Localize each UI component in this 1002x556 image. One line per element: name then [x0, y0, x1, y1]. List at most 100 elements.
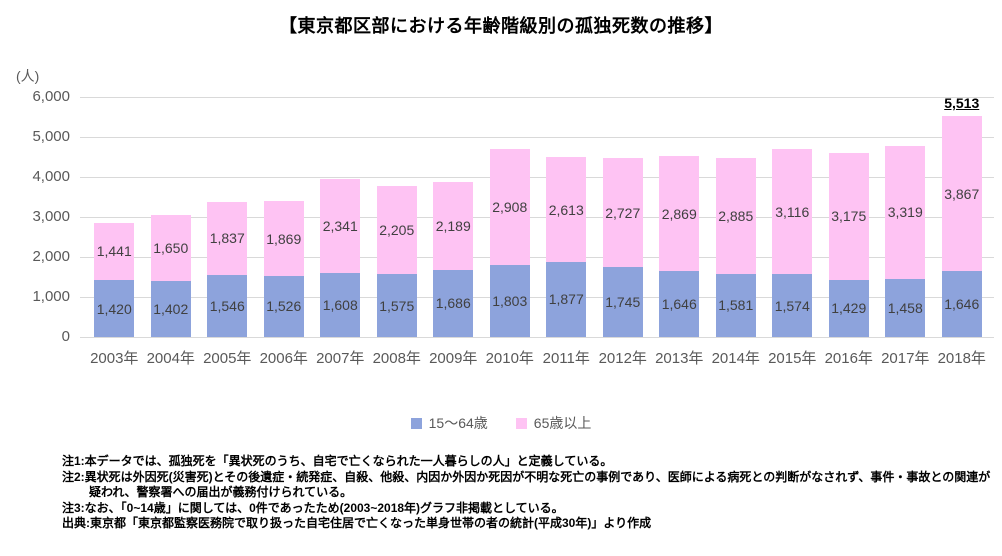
bar-value-label-age65plus: 3,175 [831, 208, 867, 225]
bar-value-label-age15-64: 1,877 [548, 291, 584, 308]
bar-value-label-age15-64: 1,574 [774, 297, 810, 314]
bar-segment-age15-64 [772, 274, 813, 337]
bar-value-label-age65plus: 3,116 [775, 203, 810, 220]
y-tick-label: 0 [61, 328, 70, 345]
y-tick-label: 3,000 [32, 208, 70, 225]
bar-segment-age15-64 [715, 273, 756, 337]
bar-value-label-age15-64: 1,526 [266, 298, 302, 315]
bar-segment-age65plus [376, 185, 417, 274]
bar-value-label-age15-64: 1,458 [887, 299, 923, 316]
x-axis-label: 2016年 [824, 350, 873, 367]
bar-value-label-age15-64: 1,581 [718, 297, 754, 314]
x-axis-label: 2015年 [768, 350, 817, 367]
bar-value-label-age15-64: 1,575 [379, 297, 415, 314]
bar-value-label-age15-64: 1,608 [322, 296, 358, 313]
y-tick-label: 4,000 [32, 168, 70, 185]
bar-value-label-age65plus: 2,869 [661, 205, 697, 222]
x-axis-label: 2013年 [655, 350, 704, 367]
x-axis-label: 2006年 [259, 350, 308, 367]
bar-segment-age15-64 [433, 269, 474, 337]
bar-segment-age15-64 [150, 280, 191, 337]
footnote-3: 注3:なお、「0~14歳」に関しては、0件であったため(2003~2018年)グ… [62, 500, 564, 515]
bar-segment-age65plus [828, 152, 869, 280]
bar-value-label-age65plus: 2,727 [605, 204, 641, 221]
legend-entry-age65plus: 65歳以上 [515, 413, 592, 433]
x-axis-label: 2017年 [881, 350, 930, 367]
footnote-2: 注2:異状死は外因死(災害死)とその後遺症・続発症、自殺、他殺、内因か外因か死因… [62, 469, 991, 500]
bar-value-label-age15-64: 1,402 [153, 300, 189, 317]
bar-segment-age65plus [94, 222, 135, 281]
x-axis-label: 2014年 [711, 350, 760, 367]
bar-value-label-age65plus: 1,837 [209, 230, 245, 247]
bar-value-label-age65plus: 2,885 [718, 208, 754, 225]
legend-swatch-age15-64 [410, 417, 422, 429]
bar-value-label-age65plus: 1,650 [153, 239, 189, 256]
x-axis-label: 2018年 [937, 350, 986, 367]
bar-segment-age15-64 [489, 264, 530, 337]
bar-value-label-age65plus: 2,189 [435, 217, 471, 234]
bar-segment-age15-64 [546, 261, 587, 337]
bar-segment-age65plus [715, 158, 756, 274]
gridline [80, 96, 994, 98]
x-axis-label: 2003年 [90, 350, 139, 367]
gridline [80, 336, 994, 338]
chart-title: 【東京都区部における年齢階級別の孤独死数の推移】 [279, 16, 723, 36]
gridline [80, 176, 994, 178]
bar-segment-age65plus [546, 157, 587, 262]
bar-value-label-age15-64: 1,420 [96, 300, 132, 317]
bar-segment-age65plus [150, 214, 191, 281]
bar-segment-age65plus [207, 201, 248, 276]
bar-value-label-age15-64: 1,646 [944, 296, 980, 313]
bar-value-label-age65plus: 1,869 [266, 230, 302, 247]
bar-value-label-age65plus: 2,341 [322, 217, 358, 234]
legend-swatch-age65plus [515, 417, 527, 429]
bar-segment-age65plus [885, 145, 926, 279]
bar-value-label-age65plus: 2,613 [548, 201, 584, 218]
x-axis-label: 2011年 [542, 350, 590, 367]
y-axis-unit-label: (人) [16, 68, 40, 84]
bar-segment-age65plus [263, 201, 304, 276]
bar-total-label: 5,513 [944, 95, 980, 112]
bar-value-label-age15-64: 1,646 [661, 296, 697, 313]
bar-segment-age65plus [320, 179, 361, 273]
bar-segment-age15-64 [828, 279, 869, 337]
bar-segment-age15-64 [941, 271, 982, 337]
bar-value-label-age15-64: 1,686 [435, 295, 471, 312]
x-axis-label: 2010年 [485, 350, 534, 367]
bar-segment-age65plus [489, 148, 530, 265]
bar-segment-age65plus [433, 182, 474, 270]
bar-value-label-age65plus: 3,319 [887, 204, 923, 221]
bar-value-label-age65plus: 2,908 [492, 198, 528, 215]
bar-segment-age15-64 [885, 278, 926, 337]
bar-value-label-age15-64: 1,546 [209, 298, 245, 315]
y-tick-label: 5,000 [32, 128, 70, 145]
bar-segment-age15-64 [94, 280, 135, 337]
gridline [80, 136, 994, 138]
x-axis-label: 2009年 [429, 350, 478, 367]
source-note: 出典:東京都「東京都監察医務院で取り扱った自宅住居で亡くなった単身世帯の者の統計… [62, 516, 652, 530]
bar-segment-age15-64 [659, 271, 700, 337]
bar-segment-age65plus [772, 149, 813, 275]
footnotes: 注1:本データでは、孤独死を「異状死のうち、自宅で亡くなられた一人暮らしの人」と… [62, 454, 992, 532]
y-tick-label: 2,000 [32, 248, 70, 265]
legend-label-age65plus: 65歳以上 [533, 415, 592, 431]
y-tick-label: 6,000 [32, 88, 70, 105]
bar-segment-age15-64 [376, 274, 417, 337]
bar-segment-age15-64 [207, 275, 248, 337]
bar-value-label-age65plus: 3,867 [944, 185, 980, 202]
x-axis-label: 2004年 [146, 350, 195, 367]
bar-segment-age65plus [602, 158, 643, 268]
bar-segment-age15-64 [602, 267, 643, 337]
bar-value-label-age15-64: 1,429 [831, 300, 867, 317]
gridline [80, 256, 994, 258]
legend-label-age15-64: 15〜64歳 [428, 415, 488, 431]
bar-segment-age65plus [659, 156, 700, 272]
bar-value-label-age65plus: 1,441 [96, 243, 132, 260]
bar-segment-age65plus [941, 116, 982, 272]
gridline [80, 216, 994, 218]
x-axis-label: 2005年 [203, 350, 252, 367]
x-axis-label: 2008年 [372, 350, 421, 367]
gridline [80, 296, 994, 298]
bar-value-label-age65plus: 2,205 [379, 221, 415, 238]
